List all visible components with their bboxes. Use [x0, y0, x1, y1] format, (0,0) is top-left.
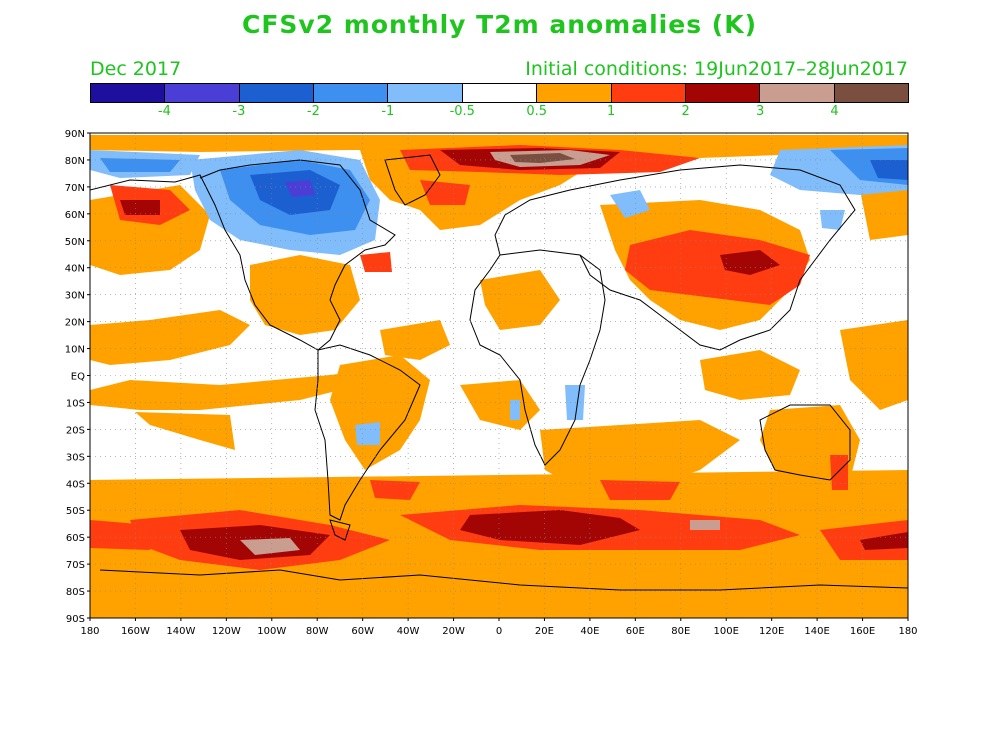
- latitude-label: 50S: [66, 506, 85, 517]
- longitude-label: 60W: [351, 626, 374, 637]
- latitude-label: 20S: [66, 425, 85, 436]
- colorbar-tick-label: -0.5: [449, 104, 475, 119]
- colorbar-swatch: [537, 84, 612, 102]
- longitude-label: 80E: [671, 626, 690, 637]
- latitude-label: 70N: [65, 183, 85, 194]
- colorbar-tick-label: -2: [306, 104, 320, 119]
- latitude-label: 30S: [66, 452, 85, 463]
- longitude-label: 100W: [257, 626, 286, 637]
- longitude-label: 80W: [306, 626, 329, 637]
- latitude-labels: 90N 80N 70N 60N 50N 40N 30N 20N 10N EQ 10S 20S 30S 40…: [65, 129, 90, 625]
- colorbar-tick-label: -4: [157, 104, 171, 119]
- latitude-label: EQ: [71, 372, 85, 383]
- colorbar: [90, 83, 909, 103]
- colorbar-labels: -4 -3 -2 -1 -0.5 0.5 1 2 3 4: [90, 104, 909, 120]
- colorbar-swatch: [165, 84, 240, 102]
- longitude-label: 40E: [580, 626, 599, 637]
- longitude-label: 120W: [212, 626, 241, 637]
- anomaly-map: 90N 80N 70N 60N 50N 40N 30N 20N 10N EQ 10S 20S 30S 40…: [65, 129, 918, 637]
- initial-conditions: Initial conditions: 19Jun2017–28Jun2017: [525, 58, 908, 80]
- longitude-label: 100E: [714, 626, 739, 637]
- longitude-label: 40W: [397, 626, 420, 637]
- latitude-label: 60N: [65, 210, 85, 221]
- longitude-label: 0: [496, 626, 502, 637]
- graticule: [90, 133, 908, 618]
- latitude-label: 40N: [65, 264, 85, 275]
- latitude-label: 30N: [65, 291, 85, 302]
- colorbar-swatch: [685, 84, 761, 102]
- latitude-label: 10N: [65, 345, 85, 356]
- colorbar-swatch: [834, 84, 908, 102]
- latitude-label: 60S: [66, 533, 85, 544]
- latitude-label: 80S: [66, 587, 85, 598]
- colorbar-swatch: [388, 84, 463, 102]
- latitude-label: 90S: [66, 614, 85, 625]
- latitude-label: 20N: [65, 318, 85, 329]
- colorbar-tick-label: 0.5: [526, 104, 548, 119]
- longitude-labels: 180 160W 140W 120W 100W 80W 60W 40W 20W 0 20E 40E 60…: [80, 618, 918, 637]
- longitude-label: 180: [80, 626, 99, 637]
- map-title: CFSv2 monthly T2m anomalies (K): [241, 10, 758, 39]
- colorbar-swatch: [462, 84, 538, 102]
- longitude-label: 180: [898, 626, 917, 637]
- colorbar-tick-label: -1: [381, 104, 395, 119]
- colorbar-swatch: [314, 84, 389, 102]
- latitude-label: 50N: [65, 237, 85, 248]
- colorbar-swatch: [239, 84, 315, 102]
- colorbar-tick-label: 3: [755, 104, 765, 119]
- longitude-label: 160W: [121, 626, 150, 637]
- longitude-label: 140E: [804, 626, 829, 637]
- latitude-label: 40S: [66, 479, 85, 490]
- colorbar-tick-label: 2: [681, 104, 690, 119]
- latitude-label: 10S: [66, 398, 85, 409]
- colorbar-tick-label: 4: [830, 104, 839, 119]
- coastlines: [90, 154, 908, 591]
- colorbar-swatch: [760, 84, 835, 102]
- longitude-label: 160E: [850, 626, 875, 637]
- longitude-label: 140W: [166, 626, 195, 637]
- forecast-month: Dec 2017: [90, 58, 182, 80]
- longitude-label: 60E: [626, 626, 645, 637]
- longitude-label: 20W: [442, 626, 465, 637]
- colorbar-tick-label: -3: [232, 104, 246, 119]
- latitude-label: 90N: [65, 129, 85, 140]
- colorbar-swatch: [91, 84, 166, 102]
- colorbar-tick-label: 1: [607, 104, 616, 119]
- longitude-label: 120E: [759, 626, 784, 637]
- latitude-label: 80N: [65, 156, 85, 167]
- longitude-label: 20E: [535, 626, 554, 637]
- colorbar-swatch: [611, 84, 686, 102]
- latitude-label: 70S: [66, 560, 85, 571]
